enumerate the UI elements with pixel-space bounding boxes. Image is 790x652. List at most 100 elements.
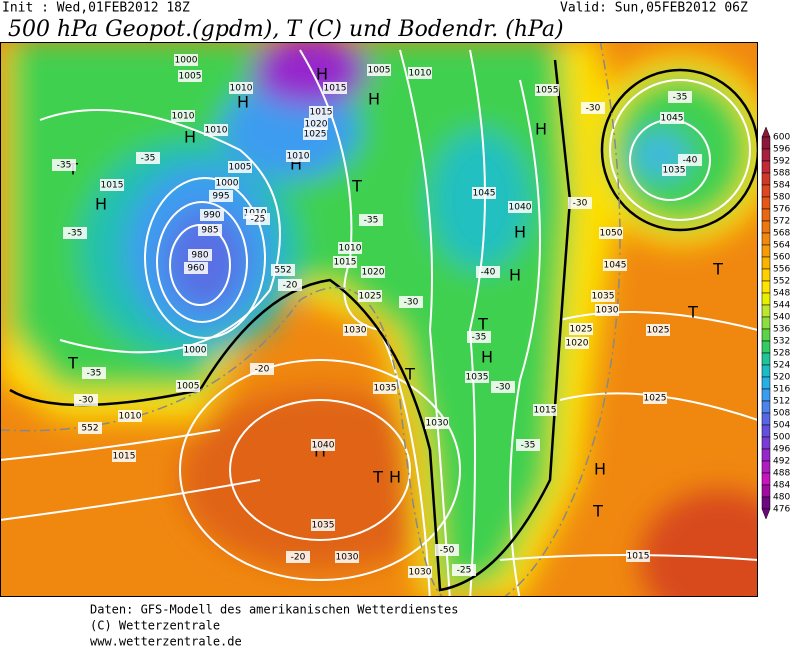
label-box	[408, 566, 432, 578]
colorbar-label: 500	[773, 433, 790, 443]
label-box	[174, 54, 198, 66]
colorbar-label: 524	[773, 361, 790, 371]
pressure-system-label: T	[592, 502, 603, 521]
contour-label: 1025	[644, 394, 667, 404]
colorbar-cell	[761, 400, 771, 414]
contour-label: 995	[212, 192, 229, 202]
label-box	[311, 439, 335, 451]
label-box	[358, 290, 382, 302]
label-box	[171, 110, 195, 122]
colorbar-cap	[761, 126, 771, 138]
pressure-system-label: T	[351, 177, 362, 196]
contour-label: -35	[521, 441, 536, 451]
label-box	[476, 266, 500, 278]
label-box	[178, 70, 202, 82]
colorbar-cell	[761, 340, 771, 354]
colorbar-label: 528	[773, 349, 790, 359]
footer-line: www.wetterzentrale.de	[90, 635, 242, 649]
contour-label: 1025	[647, 326, 670, 336]
label-box	[465, 371, 489, 383]
label-box	[565, 337, 589, 349]
label-box	[184, 262, 208, 274]
contour-label: 1045	[604, 261, 627, 271]
contour-label: 1040	[312, 441, 335, 451]
contour-label: -35	[141, 154, 156, 164]
pressure-system-label: H	[535, 120, 547, 139]
contour-label: 1035	[374, 384, 397, 394]
label-box	[535, 84, 559, 96]
contour-label: -25	[251, 215, 266, 225]
contour-label: -30	[496, 383, 511, 393]
colorbar-cap	[761, 508, 771, 520]
label-box	[452, 564, 476, 576]
footer-line: (C) Wetterzentrale	[90, 619, 220, 633]
pressure-system-label: T	[477, 315, 488, 334]
label-box	[591, 290, 615, 302]
label-box	[183, 344, 207, 356]
colorbar-cell	[761, 196, 771, 210]
colorbar-cell	[761, 364, 771, 378]
pressure-system-label: H	[481, 348, 493, 367]
label-box	[112, 450, 136, 462]
contour-label: 1010	[172, 112, 195, 122]
colorbar-label: 476	[773, 505, 790, 515]
colorbar-cell	[761, 316, 771, 330]
colorbar-cell	[761, 304, 771, 318]
colorbar-label: 576	[773, 205, 790, 215]
pressure-system-label: H	[237, 93, 249, 112]
contour-label: 1025	[304, 130, 327, 140]
colorbar-cell	[761, 184, 771, 198]
colorbar-cell	[761, 412, 771, 426]
contour-label: -20	[283, 281, 298, 291]
contour-label: -25	[457, 566, 472, 576]
colorbar-cell	[761, 436, 771, 450]
colorbar-label: 484	[773, 481, 790, 491]
label-box	[215, 177, 239, 189]
contour-label: 1030	[336, 553, 359, 563]
label-box	[176, 380, 200, 392]
label-box	[309, 106, 333, 118]
colorbar-cell	[761, 160, 771, 174]
contour-label: 1015	[113, 452, 136, 462]
label-box	[333, 256, 357, 268]
colorbar-label: 580	[773, 193, 790, 203]
contour-label: -30	[586, 104, 601, 114]
colorbar-label: 592	[773, 157, 790, 167]
colorbar-label: 536	[773, 325, 790, 335]
label-box	[335, 551, 359, 563]
contour-label: 1015	[324, 84, 347, 94]
colorbar-label: 560	[773, 253, 790, 263]
colorbar-label: 488	[773, 469, 790, 479]
contour-label: 1030	[426, 419, 449, 429]
colorbar-cell	[761, 292, 771, 306]
contour-label: 1020	[362, 268, 385, 278]
label-box	[204, 124, 228, 136]
label-box	[286, 551, 310, 563]
colorbar-cell	[761, 388, 771, 402]
label-box	[646, 324, 670, 336]
label-box	[408, 67, 432, 79]
label-box	[63, 227, 87, 239]
label-box	[467, 331, 491, 343]
pressure-system-label: H	[514, 223, 526, 242]
label-box	[603, 259, 627, 271]
contour-label: 1045	[661, 114, 684, 124]
contour-label: 1015	[334, 258, 357, 268]
colorbar-cell	[761, 460, 771, 474]
label-box	[209, 190, 233, 202]
pressure-system-label: T	[687, 303, 698, 322]
contour-label: 552	[81, 424, 98, 434]
label-box	[569, 323, 593, 335]
colorbar-label: 544	[773, 301, 790, 311]
contour-label: 1005	[368, 66, 391, 76]
contour-label: 1005	[229, 163, 252, 173]
colorbar-cell	[761, 424, 771, 438]
colorbar-label: 520	[773, 373, 790, 383]
colorbar-label: 540	[773, 313, 790, 323]
colorbar-cell	[761, 244, 771, 258]
pressure-system-label: H	[316, 65, 328, 84]
label-box	[311, 519, 335, 531]
contour-label: 1035	[312, 521, 335, 531]
contour-label: 1015	[101, 181, 124, 191]
